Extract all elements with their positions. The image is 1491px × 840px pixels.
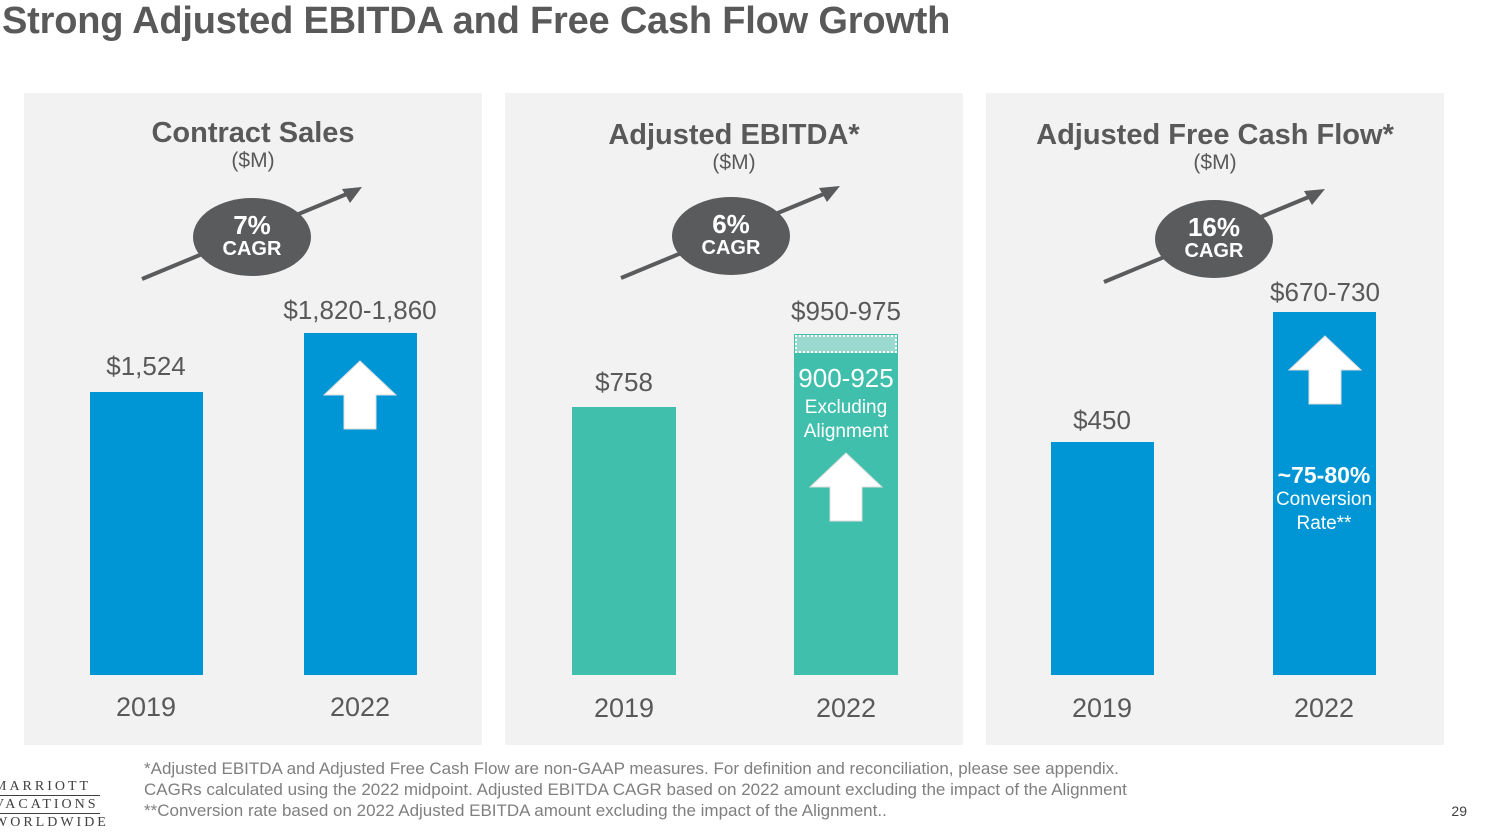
panel-unit: ($M) xyxy=(712,151,756,174)
cagr-label: CAGR xyxy=(1184,240,1244,262)
year-label-2022: 2022 xyxy=(815,693,877,723)
cagr-indicator: 7% CAGR xyxy=(24,93,482,313)
cagr-indicator: 6% CAGR xyxy=(505,93,963,313)
contract-sales-panel: Contract Sales ($M) 7% CAGR $1,524 $1,82… xyxy=(24,93,482,745)
cagr-label: CAGR xyxy=(222,238,282,260)
footnote-3: **Conversion rate based on 2022 Adjusted… xyxy=(144,801,887,820)
cagr-badge: 7% CAGR xyxy=(193,198,311,276)
value-label-2019: $450 xyxy=(1073,405,1131,435)
value-label-2019: $758 xyxy=(595,367,653,397)
bar-2019 xyxy=(90,392,203,675)
up-arrow-icon xyxy=(808,452,884,522)
up-arrow-icon xyxy=(322,360,398,430)
cagr-value: 16% xyxy=(1187,212,1241,242)
conversion-rate-line1: Conversion xyxy=(1275,489,1373,510)
page-title: Strong Adjusted EBITDA and Free Cash Flo… xyxy=(2,0,951,42)
bar-2019 xyxy=(1051,442,1154,675)
conversion-rate-line2: Rate** xyxy=(1296,513,1352,534)
value-label-2022: $670-730 xyxy=(1270,277,1380,307)
year-label-2022: 2022 xyxy=(329,692,391,722)
cagr-indicator: 16% CAGR xyxy=(986,93,1444,313)
value-label-2022: $1,820-1,860 xyxy=(283,295,437,325)
excluding-alignment-line1: Excluding xyxy=(804,397,888,418)
logo-line-3: WORLDWIDE xyxy=(0,815,109,830)
up-arrow-icon xyxy=(1287,335,1363,405)
panel-title: Adjusted EBITDA* xyxy=(608,119,860,151)
value-label-2022: $950-975 xyxy=(791,296,901,326)
panel-title: Contract Sales xyxy=(151,117,355,149)
year-label-2022: 2022 xyxy=(1293,693,1355,723)
footnote-1: *Adjusted EBITDA and Adjusted Free Cash … xyxy=(144,759,1119,778)
marriott-vacations-logo: MARRIOTT VACATIONS WORLDWIDE xyxy=(0,778,109,831)
cagr-value: 6% xyxy=(712,209,750,239)
footnote-2: CAGRs calculated using the 2022 midpoint… xyxy=(144,780,1127,799)
conversion-rate-range: ~75-80% xyxy=(1277,462,1371,488)
year-label-2019: 2019 xyxy=(115,692,177,722)
bar-2019 xyxy=(572,407,676,675)
cagr-badge: 16% CAGR xyxy=(1155,200,1273,278)
logo-line-2: VACATIONS xyxy=(0,795,100,814)
year-label-2019: 2019 xyxy=(1071,693,1133,723)
excluding-alignment-line2: Alignment xyxy=(803,421,889,442)
logo-line-1: MARRIOTT xyxy=(0,779,92,794)
cagr-badge: 6% CAGR xyxy=(672,197,790,275)
value-label-2019: $1,524 xyxy=(106,351,186,381)
alignment-range-segment xyxy=(795,335,897,353)
panel-unit: ($M) xyxy=(231,149,275,172)
cagr-value: 7% xyxy=(233,210,271,240)
adjusted-ebitda-panel: Adjusted EBITDA* ($M) 6% CAGR $758 $950-… xyxy=(505,93,963,745)
panel-title: Adjusted Free Cash Flow* xyxy=(1036,119,1394,151)
panel-unit: ($M) xyxy=(1193,151,1237,174)
year-label-2019: 2019 xyxy=(593,693,655,723)
adjusted-free-cash-flow-panel: Adjusted Free Cash Flow* ($M) 16% CAGR $… xyxy=(986,93,1444,745)
excluding-alignment-range: 900-925 xyxy=(798,363,894,393)
page-number: 29 xyxy=(1451,803,1467,819)
cagr-label: CAGR xyxy=(701,237,761,259)
